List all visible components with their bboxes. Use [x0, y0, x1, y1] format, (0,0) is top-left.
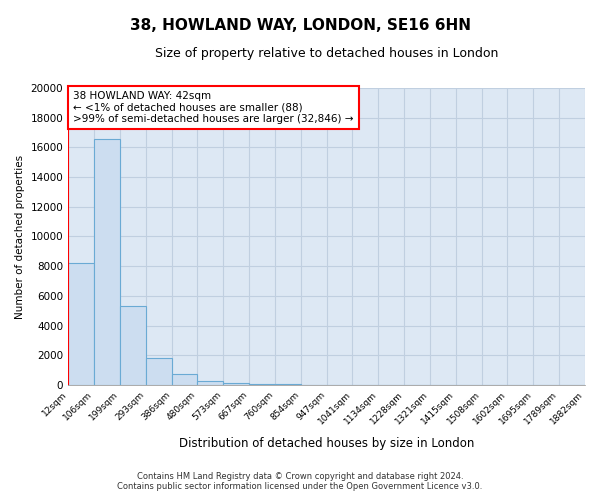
Bar	[172, 374, 197, 385]
Y-axis label: Number of detached properties: Number of detached properties	[15, 154, 25, 318]
Title: Size of property relative to detached houses in London: Size of property relative to detached ho…	[155, 48, 498, 60]
Text: 38, HOWLAND WAY, LONDON, SE16 6HN: 38, HOWLAND WAY, LONDON, SE16 6HN	[130, 18, 470, 32]
X-axis label: Distribution of detached houses by size in London: Distribution of detached houses by size …	[179, 437, 474, 450]
Text: Contains public sector information licensed under the Open Government Licence v3: Contains public sector information licen…	[118, 482, 482, 491]
Bar	[275, 384, 301, 385]
Bar	[223, 383, 249, 385]
Bar	[120, 306, 146, 385]
Text: 38 HOWLAND WAY: 42sqm
← <1% of detached houses are smaller (88)
>99% of semi-det: 38 HOWLAND WAY: 42sqm ← <1% of detached …	[73, 91, 354, 124]
Bar	[68, 263, 94, 385]
Bar	[197, 380, 223, 385]
Bar	[146, 358, 172, 385]
Bar	[94, 138, 120, 385]
Bar	[249, 384, 275, 385]
Text: Contains HM Land Registry data © Crown copyright and database right 2024.: Contains HM Land Registry data © Crown c…	[137, 472, 463, 481]
